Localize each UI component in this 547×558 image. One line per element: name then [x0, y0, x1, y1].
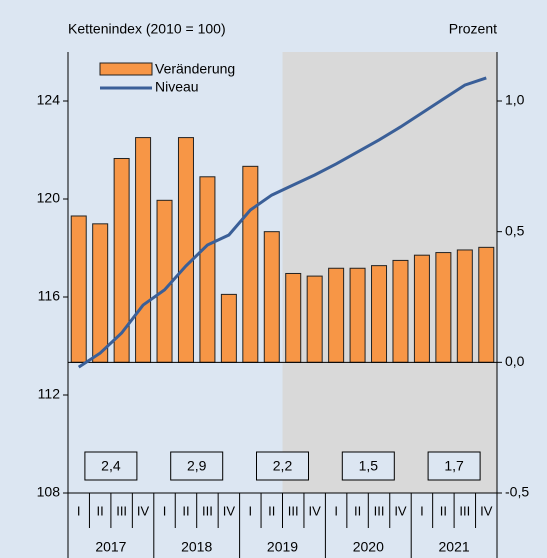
bar: [92, 223, 109, 363]
y2-axis-label: Prozent: [449, 21, 497, 37]
y-tick-label: 120: [37, 190, 61, 206]
x-tick-label: I: [249, 503, 253, 518]
bar: [242, 165, 259, 363]
bar: [456, 249, 473, 363]
year-label: 2021: [439, 539, 470, 555]
annual-box: [256, 451, 309, 481]
y-tick-label: 108: [37, 484, 61, 500]
y-axis-label: Kettenindex (2010 = 100): [68, 21, 226, 37]
x-tick-label: III: [202, 503, 213, 518]
bar: [392, 259, 409, 363]
annual-box: [170, 451, 224, 481]
y-tick-label: 112: [38, 386, 61, 402]
bar: [371, 265, 388, 363]
x-tick-label: IV: [223, 503, 236, 518]
year-label: 2019: [267, 539, 298, 555]
y2-tick-label: 0,0: [505, 353, 525, 369]
x-tick-label: III: [374, 503, 385, 518]
annual-box: [84, 451, 138, 481]
year-label: 2018: [181, 539, 212, 555]
x-tick-label: III: [116, 503, 127, 518]
bar: [285, 272, 302, 363]
annual-label: 1,5: [359, 458, 379, 474]
x-tick-label: IV: [394, 503, 407, 518]
x-tick-label: III: [459, 503, 470, 518]
line: [77, 76, 487, 369]
annual-box: [341, 451, 395, 481]
x-tick-label: I: [163, 503, 167, 518]
legend-label: Veränderung: [155, 61, 235, 77]
bar: [349, 267, 366, 363]
annual-label: 2,4: [101, 458, 121, 474]
x-tick-label: IV: [137, 503, 150, 518]
bar: [220, 293, 237, 363]
annual-label: 1,7: [444, 458, 464, 474]
y-tick-label: 116: [38, 288, 61, 304]
y-tick-label: 124: [37, 92, 61, 108]
x-tick-label: I: [420, 503, 424, 518]
year-label: 2017: [95, 539, 126, 555]
legend-swatch: [99, 62, 153, 76]
bar: [70, 215, 87, 363]
x-tick-label: IV: [309, 503, 322, 518]
x-tick-label: I: [77, 503, 81, 518]
bar: [177, 137, 194, 363]
bar: [478, 246, 495, 363]
bar: [435, 252, 452, 363]
bar: [263, 231, 280, 363]
legend-label: Niveau: [155, 79, 199, 95]
x-tick-label: III: [288, 503, 299, 518]
x-tick-label: II: [97, 503, 104, 518]
annual-box: [427, 451, 481, 481]
bar: [413, 254, 430, 363]
x-tick-label: II: [182, 503, 189, 518]
y2-tick-label: -0,5: [505, 484, 529, 500]
bar: [328, 267, 345, 363]
x-tick-label: II: [440, 503, 447, 518]
bar: [199, 176, 216, 363]
bar: [156, 199, 173, 363]
x-tick-label: II: [354, 503, 361, 518]
bar: [135, 137, 152, 363]
y2-tick-label: 0,5: [505, 222, 525, 238]
annual-label: 2,9: [187, 458, 207, 474]
y2-tick-label: 1,0: [505, 92, 525, 108]
bar: [306, 275, 323, 363]
x-tick-label: I: [334, 503, 338, 518]
annual-label: 2,2: [273, 458, 293, 474]
x-tick-label: II: [268, 503, 275, 518]
x-tick-label: IV: [480, 503, 493, 518]
year-label: 2020: [353, 539, 384, 555]
